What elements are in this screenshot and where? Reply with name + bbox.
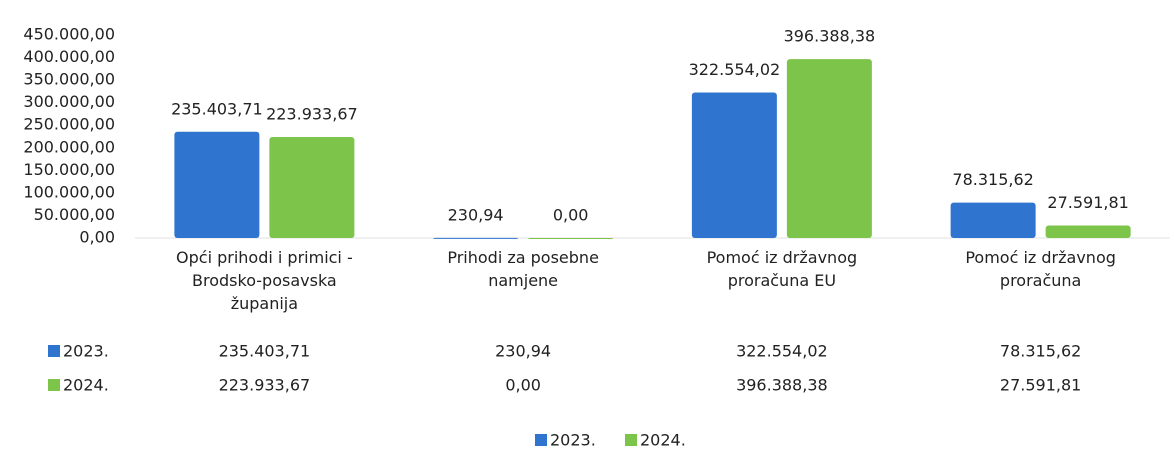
table-cell: 78.315,62 bbox=[1000, 342, 1081, 361]
table-cell: 396.388,38 bbox=[736, 376, 828, 395]
bar bbox=[786, 59, 872, 238]
y-tick-label: 0,00 bbox=[79, 228, 115, 247]
x-tick-label: Pomoć iz državnog proračuna bbox=[965, 248, 1116, 290]
data-label: 396.388,38 bbox=[784, 27, 876, 46]
bar bbox=[269, 136, 355, 238]
y-tick-label: 350.000,00 bbox=[23, 70, 115, 89]
table-cell: 0,00 bbox=[505, 376, 541, 395]
y-tick-label: 50.000,00 bbox=[34, 205, 115, 224]
bar bbox=[1045, 225, 1131, 238]
legend-label: 2024. bbox=[640, 431, 686, 450]
table-cell: 27.591,81 bbox=[1000, 376, 1081, 395]
table-cell: 322.554,02 bbox=[736, 342, 828, 361]
legend-swatch bbox=[48, 345, 60, 357]
bar bbox=[691, 92, 777, 238]
legend-swatch bbox=[535, 434, 547, 446]
legend-swatch bbox=[48, 379, 60, 391]
x-tick-label: Pomoć iz državnog proračuna EU bbox=[706, 248, 858, 290]
y-tick-label: 450.000,00 bbox=[23, 25, 115, 44]
legend-swatch bbox=[625, 434, 637, 446]
table-cell: 223.933,67 bbox=[219, 376, 311, 395]
legend-label: 2023. bbox=[550, 431, 596, 450]
y-tick-label: 150.000,00 bbox=[23, 160, 115, 179]
y-tick-label: 250.000,00 bbox=[23, 115, 115, 134]
legend-label: 2023. bbox=[63, 342, 109, 361]
data-label: 230,94 bbox=[448, 205, 504, 224]
y-tick-label: 100.000,00 bbox=[23, 182, 115, 201]
data-label: 0,00 bbox=[553, 206, 589, 225]
data-label: 322.554,02 bbox=[689, 60, 781, 79]
data-label: 78.315,62 bbox=[952, 170, 1033, 189]
bar bbox=[528, 238, 614, 239]
y-tick-label: 300.000,00 bbox=[23, 92, 115, 111]
x-tick-label: Prihodi za posebne namjene bbox=[447, 248, 599, 290]
table-cell: 230,94 bbox=[495, 342, 551, 361]
table-cell: 235.403,71 bbox=[219, 342, 311, 361]
data-label: 235.403,71 bbox=[171, 99, 263, 118]
bar bbox=[950, 202, 1036, 238]
legend-label: 2024. bbox=[63, 376, 109, 395]
data-label: 223.933,67 bbox=[266, 104, 358, 123]
y-tick-label: 400.000,00 bbox=[23, 47, 115, 66]
bar bbox=[174, 131, 260, 238]
y-tick-label: 200.000,00 bbox=[23, 137, 115, 156]
bar bbox=[433, 237, 519, 239]
data-label: 27.591,81 bbox=[1047, 193, 1128, 212]
x-tick-label: Opći prihodi i primici - Brodsko-posavsk… bbox=[176, 248, 353, 313]
